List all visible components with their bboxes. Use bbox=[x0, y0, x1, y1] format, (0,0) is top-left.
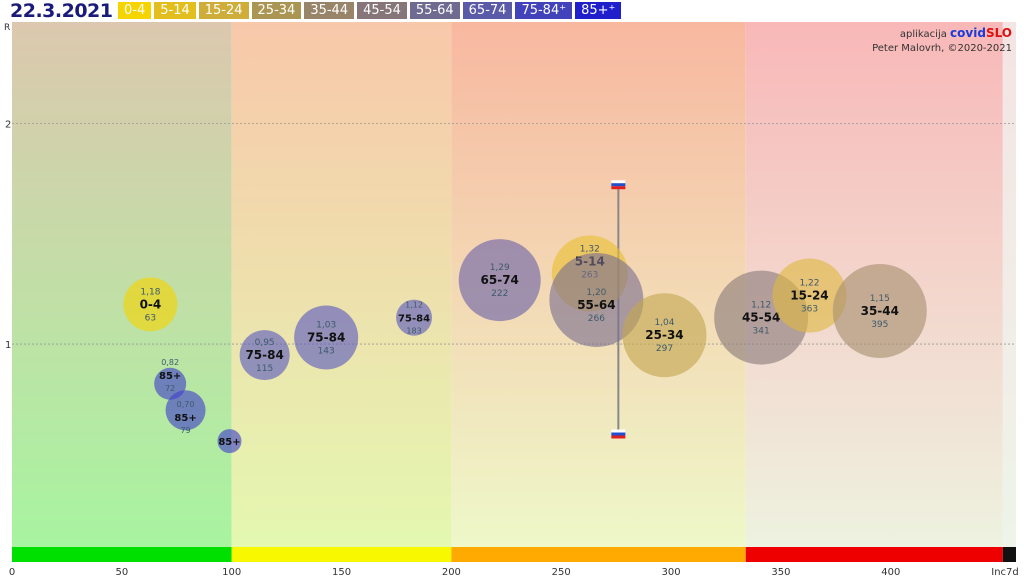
zone-color-bar bbox=[231, 547, 452, 562]
bubble-r-value: 1,20 bbox=[586, 288, 606, 298]
bubble-incidence: 63 bbox=[145, 313, 156, 323]
bubble-circle bbox=[549, 252, 644, 347]
zone-color-bar bbox=[1002, 547, 1016, 562]
bubble-incidence: 222 bbox=[491, 289, 508, 299]
zone-color-bar bbox=[12, 547, 232, 562]
bubble-incidence: 183 bbox=[406, 327, 421, 336]
legend-item: 0-4 bbox=[118, 2, 152, 19]
bubble-r-value: 1,04 bbox=[654, 318, 674, 328]
x-tick-label: 200 bbox=[442, 567, 461, 578]
slovenia-flag-icon bbox=[611, 429, 626, 439]
legend-item: 85+⁺ bbox=[575, 2, 622, 19]
bubble-r-value: 1,32 bbox=[580, 244, 600, 254]
bubble-circle bbox=[458, 239, 541, 322]
bubble-incidence: 79 bbox=[180, 426, 190, 435]
legend-item: 75-84⁺ bbox=[515, 2, 573, 19]
bubble-incidence: 297 bbox=[656, 344, 673, 354]
x-tick-label: 400 bbox=[881, 567, 900, 578]
bubble-age-group: 0-4 bbox=[140, 297, 162, 311]
bubble-age-group: 55-64 bbox=[577, 298, 615, 312]
bubble-age-group: 85+ bbox=[159, 371, 181, 382]
bubble-r-value: 1,18 bbox=[140, 287, 160, 297]
bubble-circle bbox=[832, 263, 927, 358]
zone-background bbox=[231, 22, 452, 547]
bubble-r-value: 1,29 bbox=[490, 263, 510, 273]
x-tick-label: 300 bbox=[662, 567, 681, 578]
bubble-85+[interactable]: 85+ bbox=[217, 429, 242, 454]
x-tick-label: 350 bbox=[771, 567, 790, 578]
legend-item: 25-34 bbox=[251, 2, 302, 19]
bubble-incidence: 266 bbox=[588, 314, 605, 324]
legend-item: 55-64 bbox=[409, 2, 460, 19]
bubble-incidence: 72 bbox=[165, 384, 175, 393]
bubble-r-value: 0,82 bbox=[161, 358, 179, 367]
bubble-incidence: 341 bbox=[753, 327, 770, 337]
credits-author: Peter Malovrh, ©2020-2021 bbox=[872, 43, 1012, 54]
legend-item: 5-14 bbox=[154, 2, 196, 19]
legend-item: 15-24 bbox=[198, 2, 249, 19]
y-axis-label: R bbox=[4, 23, 10, 33]
bubble-0-4[interactable]: 1,180-4 63 bbox=[123, 277, 178, 332]
bubble-incidence: 143 bbox=[318, 346, 335, 356]
y-tick-label: 1 bbox=[5, 340, 11, 351]
bubble-circle bbox=[217, 429, 242, 454]
bubble-incidence: 115 bbox=[256, 364, 273, 374]
x-tick-label: 150 bbox=[332, 567, 351, 578]
x-axis-label: Inc7d bbox=[991, 567, 1019, 578]
bubble-r-value: 0,70 bbox=[177, 400, 195, 409]
slovenia-flag-icon bbox=[611, 180, 626, 190]
legend-item: 35-44 bbox=[304, 2, 355, 19]
x-tick-label: 100 bbox=[222, 567, 241, 578]
bubble-age-group: 85+ bbox=[218, 437, 240, 448]
x-tick-label: 250 bbox=[552, 567, 571, 578]
bubble-circle bbox=[239, 330, 290, 381]
header: 22.3.2021 0-4 5-14 15-24 25-34 35-44 45-54 55-… bbox=[0, 0, 1024, 22]
bubble-circle bbox=[123, 277, 178, 332]
bubble-circle bbox=[294, 305, 359, 370]
zone-color-bar bbox=[745, 547, 1003, 562]
bubble-age-group: 45-54 bbox=[742, 311, 780, 325]
bubble-r-value: 1,12 bbox=[751, 301, 771, 311]
bubble-r-value: 1,12 bbox=[405, 301, 423, 310]
bubble-r-value: 1,22 bbox=[799, 279, 819, 289]
bubble-r-value: 1,03 bbox=[316, 320, 336, 330]
bubble-85+[interactable]: 0,70 85+ 79 bbox=[165, 390, 206, 435]
bubble-age-group: 75-84 bbox=[245, 348, 283, 362]
date-label: 22.3.2021 bbox=[10, 0, 113, 22]
bubble-75-84[interactable]: 1,12 75-84 183 bbox=[396, 299, 433, 336]
zone-color-bar bbox=[451, 547, 746, 562]
bubble-age-group: 75-84 bbox=[307, 330, 345, 344]
bubble-age-group: 75-84 bbox=[398, 314, 430, 325]
bubble-r-value: 0,95 bbox=[255, 338, 275, 348]
zone-background bbox=[1002, 22, 1016, 547]
age-group-legend: 0-4 5-14 15-24 25-34 35-44 45-54 55-64 65-74 75-… bbox=[118, 2, 622, 19]
x-tick-label: 50 bbox=[115, 567, 128, 578]
legend-item: 45-54 bbox=[357, 2, 407, 19]
y-tick-label: 2 bbox=[5, 119, 11, 130]
bubble-circle bbox=[622, 293, 707, 378]
zone-background bbox=[12, 22, 232, 547]
bubble-circle bbox=[165, 390, 206, 431]
credits-app: aplikacija covidSLO bbox=[900, 26, 1012, 40]
x-tick-label: 0 bbox=[9, 567, 15, 578]
bubble-age-group: 25-34 bbox=[645, 328, 683, 342]
bubble-age-group: 15-24 bbox=[790, 289, 828, 303]
bubble-age-group: 85+ bbox=[174, 413, 196, 424]
bubble-circle bbox=[396, 299, 433, 336]
bubble-age-group: 35-44 bbox=[861, 304, 899, 318]
bubble-r-value: 1,15 bbox=[870, 294, 890, 304]
bubble-age-group: 65-74 bbox=[481, 273, 519, 287]
legend-item: 65-74 bbox=[462, 2, 513, 19]
bubble-incidence: 363 bbox=[801, 305, 818, 315]
bubble-circle bbox=[772, 258, 847, 333]
bubble-incidence: 395 bbox=[871, 320, 888, 330]
